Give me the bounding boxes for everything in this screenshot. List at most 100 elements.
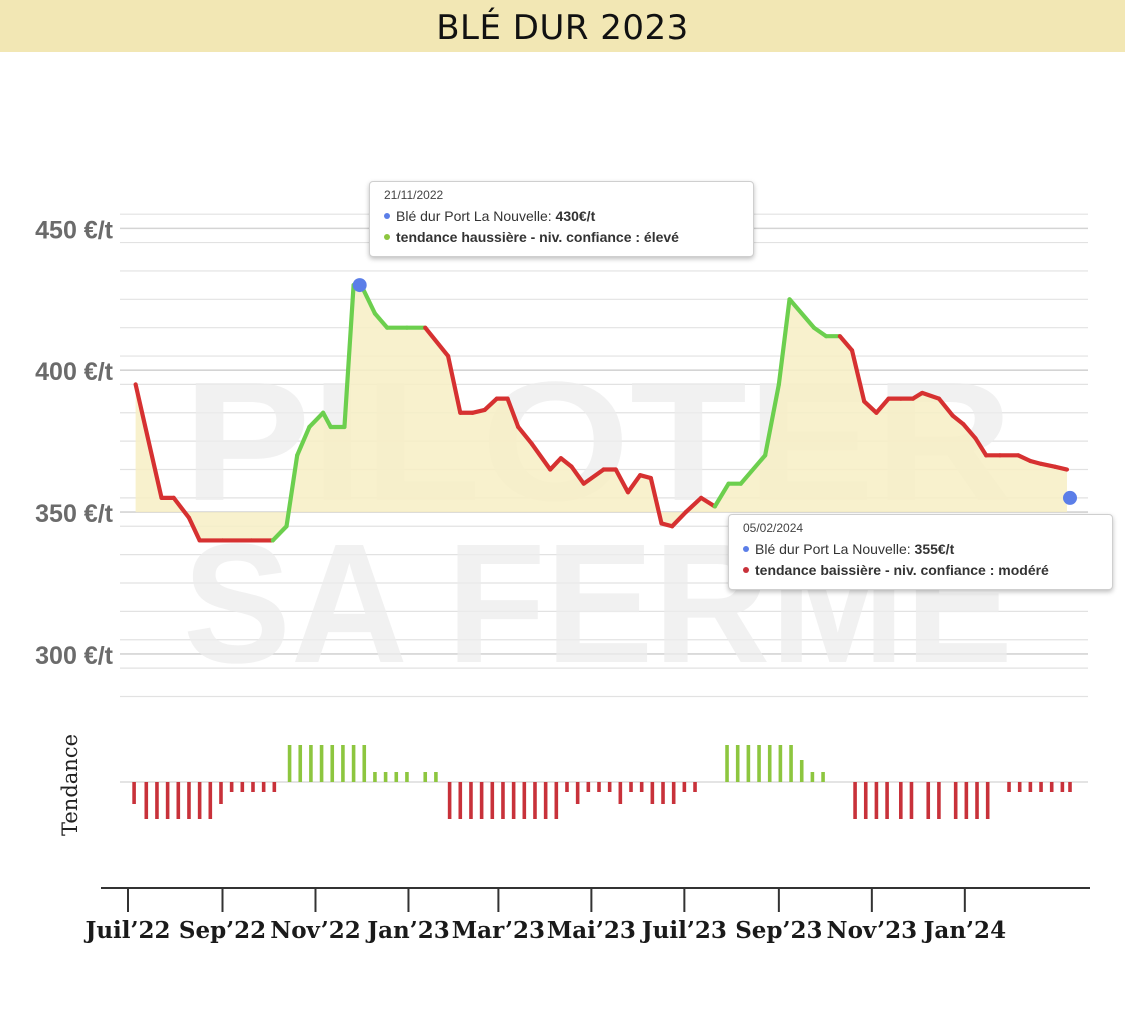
trend-bar: [330, 745, 335, 782]
trend-bar: [693, 782, 697, 792]
price-segment: [516, 424, 535, 447]
x-tick-label: Sep’23: [735, 917, 822, 944]
price-segment: [738, 453, 768, 486]
x-tick-label: Nov’22: [270, 917, 361, 944]
trend-bar: [447, 782, 452, 819]
trend-bar: [682, 782, 687, 792]
trend-bar: [607, 782, 612, 792]
tooltip-trend-row: tendance haussière - niv. confiance : él…: [384, 227, 739, 248]
price-segment: [569, 464, 586, 486]
trend-bar: [144, 782, 149, 819]
trend-dot-icon: [743, 567, 749, 574]
x-tick-label: Mar’23: [452, 917, 545, 944]
price-segment: [811, 325, 829, 339]
tooltip-latest: 05/02/2024 Blé dur Port La Nouvelle: 355…: [728, 514, 1113, 590]
trend-bar: [746, 745, 751, 782]
highlight-point: [352, 278, 367, 293]
trend-bar: [251, 782, 255, 792]
trend-bar: [543, 782, 548, 819]
price-segment: [295, 424, 312, 458]
tooltip-price-label: Blé dur Port La Nouvelle:: [396, 208, 556, 224]
trend-bar: [132, 782, 136, 804]
trend-bar: [522, 782, 527, 819]
trend-bar: [937, 782, 941, 819]
trend-bar: [1028, 782, 1033, 792]
price-segment: [307, 410, 326, 430]
trend-bar: [810, 772, 815, 782]
x-tick-label: Nov’23: [827, 917, 918, 944]
tooltip-date: 21/11/2022: [384, 188, 444, 202]
trend-bar: [373, 772, 377, 782]
trend-bar: [909, 782, 914, 819]
tooltip-trend-text: tendance baissière - niv. confiance : mo…: [755, 562, 1049, 578]
trend-bar: [309, 745, 313, 782]
trend-bar: [240, 782, 245, 792]
price-segment: [973, 436, 989, 458]
trend-bar: [799, 760, 804, 782]
trend-bar: [985, 782, 990, 819]
trend-bar: [501, 782, 505, 819]
x-tick-label: Mai’23: [547, 917, 636, 944]
trend-bar: [1049, 782, 1054, 792]
trend-dot-icon: [384, 234, 390, 241]
tooltip-date: 05/02/2024: [743, 521, 804, 535]
trend-bar: [176, 782, 181, 819]
trend-bar: [319, 745, 324, 782]
trend-bar: [885, 782, 889, 819]
price-segment: [961, 422, 978, 441]
trend-bar: [575, 782, 580, 804]
trend-bar: [394, 772, 399, 782]
price-segment: [625, 473, 643, 495]
trend-bar: [351, 745, 356, 782]
price-segment: [1038, 461, 1057, 469]
trend-bar: [863, 782, 868, 819]
x-tick-label: Juil’23: [640, 917, 727, 944]
price-segment: [712, 481, 731, 509]
trend-bar: [187, 782, 191, 819]
price-segment: [1052, 464, 1070, 472]
y-tick-label: 400 €/t: [35, 358, 114, 386]
y-tick-label: 450 €/t: [35, 216, 114, 244]
tooltip-price-row: Blé dur Port La Nouvelle: 355€/t: [743, 539, 1098, 560]
price-segment: [837, 334, 855, 353]
trend-bar: [964, 782, 969, 819]
tooltip-price-value: 430€/t: [555, 208, 596, 224]
tooltip-trend-row: tendance baissière - niv. confiance : mo…: [743, 560, 1098, 581]
price-segment: [284, 453, 300, 529]
price-segment: [529, 441, 553, 472]
price-segment: [1016, 453, 1033, 464]
trend-bar: [1007, 782, 1011, 792]
price-segment: [321, 410, 333, 430]
trend-panel: [120, 745, 1088, 819]
series-dot-icon: [384, 213, 390, 220]
x-tick-label: Juil’22: [83, 917, 170, 944]
tooltip-trend-text: tendance haussière - niv. confiance : él…: [396, 229, 679, 245]
trend-bar: [671, 782, 676, 804]
trend-bar: [469, 782, 473, 819]
trend-bar: [197, 782, 202, 819]
trend-bar: [362, 745, 367, 782]
trend-bar: [298, 745, 303, 782]
trend-bar: [926, 782, 931, 819]
x-tick-label: Jan’23: [365, 917, 450, 944]
price-segment: [342, 283, 356, 430]
price-segment: [548, 456, 563, 472]
price-segment: [445, 353, 463, 415]
trend-bar: [423, 772, 428, 782]
trend-bar: [639, 782, 644, 792]
trend-bar: [490, 782, 495, 819]
trend-bar: [287, 745, 292, 782]
trend-bar: [735, 745, 740, 782]
trend-bar: [661, 782, 665, 804]
highlight-markers: [352, 278, 1077, 505]
price-segment: [763, 382, 781, 458]
price-segment: [482, 396, 499, 413]
price-segment: [699, 495, 717, 509]
y-tick-label: 300 €/t: [35, 642, 114, 670]
trend-bar: [597, 782, 601, 792]
tooltip-peak: 21/11/2022 Blé dur Port La Nouvelle: 430…: [369, 181, 754, 257]
trend-bar: [554, 782, 559, 819]
trend-bar: [405, 772, 409, 782]
chart-title: BLÉ DUR 2023: [436, 8, 689, 48]
